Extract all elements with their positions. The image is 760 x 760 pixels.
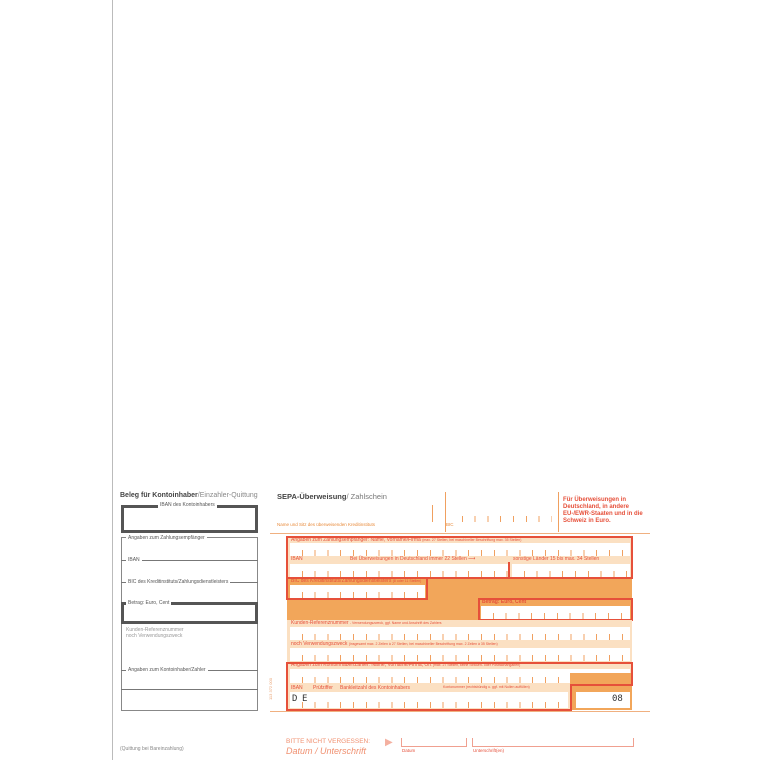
- country-code-e: E: [302, 694, 308, 704]
- receipt-title: Beleg für Kontoinhaber/Einzahler-Quittun…: [120, 492, 258, 499]
- divider: [270, 533, 650, 534]
- reference-field[interactable]: [290, 627, 630, 640]
- notice-text: Für Überweisungen in Deutschland, in and…: [563, 497, 643, 524]
- payer-name-field[interactable]: [290, 669, 630, 683]
- receipt-amount-field[interactable]: [121, 602, 258, 624]
- iban-other-hint: sonstige Länder 15 bis max. 34 Stellen: [513, 556, 600, 562]
- recipient-name-field[interactable]: [290, 543, 630, 556]
- divider: [570, 684, 633, 686]
- receipt-iban-owner-label: IBAN des Kontoinhabers: [158, 502, 217, 508]
- payer-iban-label: IBAN: [291, 685, 303, 691]
- receipt-body: [121, 537, 258, 711]
- form-code: 08: [612, 694, 623, 704]
- iban-de-field[interactable]: [290, 564, 508, 577]
- paper-edge: [112, 0, 113, 760]
- bic-row-label: BIC des Kreditinstituts/Zahlungsdienstle…: [291, 578, 422, 584]
- bank-name-label: Name und Sitz des überweisenden Kreditin…: [277, 522, 376, 527]
- date-label: Datum: [402, 748, 416, 753]
- bic-label: BIC: [446, 522, 454, 527]
- signature-label: Unterschrift(en): [473, 748, 505, 753]
- payer-iban-field[interactable]: [290, 692, 568, 708]
- bank-code-label: Bankleitzahl des Kontoinhabers: [340, 685, 411, 691]
- date-field[interactable]: [401, 738, 467, 747]
- payer-label: Angaben zum Kontoinhaber/Zahler: Name, V…: [291, 662, 521, 668]
- payer-iban-box: [286, 684, 572, 711]
- iban-other-field[interactable]: [512, 564, 630, 577]
- form-number: 113 372 000: [268, 678, 273, 700]
- receipt-amount-label: Betrag: Euro, Cent: [126, 600, 172, 606]
- receipt-payer-label[interactable]: Angaben zum Kontoinhaber/Zahler: [126, 667, 208, 673]
- reminder-label: BITTE NICHT VERGESSEN:: [286, 738, 371, 745]
- divider: [508, 562, 510, 578]
- receipt-iban-owner-field[interactable]: [121, 505, 258, 533]
- iban-de-hint: Bei Überweisungen in Deutschland immer 2…: [350, 556, 476, 562]
- divider: [121, 689, 258, 690]
- receipt-purpose-label: noch Verwendungszweck: [126, 633, 183, 639]
- receipt-bic-label[interactable]: BIC des Kreditinstituts/Zahlungsdienstle…: [126, 579, 231, 585]
- receipt-footer: (Quittung bei Bareinzahlung): [120, 746, 184, 752]
- account-number-label: Kontonummer (rechtsbündig u. ggf. mit Nu…: [443, 685, 530, 689]
- receipt-recipient-label[interactable]: Angaben zum Zahlungsempfänger: [126, 535, 207, 541]
- amount-box: [478, 598, 633, 621]
- check-digits-label: Prüfziffer: [313, 685, 333, 691]
- divider: [432, 505, 433, 522]
- amount-field[interactable]: [481, 606, 630, 619]
- receipt-iban-label[interactable]: IBAN: [126, 557, 142, 563]
- divider: [558, 492, 559, 532]
- divider: [121, 560, 258, 561]
- divider: [445, 492, 446, 532]
- bic-field[interactable]: [290, 585, 425, 598]
- signature-field[interactable]: [472, 738, 634, 747]
- recipient-box: [286, 536, 633, 579]
- reminder-date-signature: Datum / Unterschrift: [286, 746, 367, 756]
- reference-label: Kunden-Referenznummer - Verwendungszweck…: [291, 620, 442, 626]
- amount-label: Betrag: Euro, Cent: [482, 599, 527, 605]
- receipt-reference-label: Kunden-Referenznummer: [126, 627, 184, 633]
- purpose-field[interactable]: [290, 648, 630, 661]
- form-title: SEPA-Überweisung/ Zahlschein: [277, 492, 387, 501]
- recipient-label: Angaben zum Zahlungsempfänger: Name, Vor…: [291, 537, 522, 543]
- bic-box: [286, 578, 428, 600]
- divider: [270, 711, 650, 712]
- purpose-label: noch Verwendungszweck (insgesamt max. 2 …: [291, 641, 498, 647]
- code-field: [576, 692, 630, 708]
- payer-box: [286, 662, 633, 685]
- arrow-right-icon: ▶: [385, 737, 393, 748]
- bic-comb-field[interactable]: [450, 514, 552, 522]
- country-code-d: D: [292, 694, 298, 704]
- iban-label: IBAN: [291, 556, 303, 562]
